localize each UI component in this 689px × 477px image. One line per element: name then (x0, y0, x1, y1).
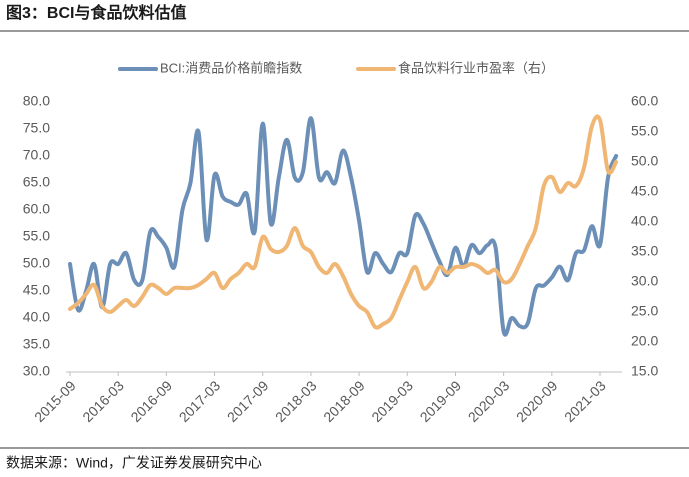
y2-tick-label: 20.0 (631, 333, 658, 349)
x-tick-label: 2019-03 (368, 377, 416, 425)
y-tick-label: 65.0 (23, 174, 50, 190)
y-tick-label: 80.0 (23, 93, 50, 109)
x-tick-label: 2018-09 (320, 377, 368, 425)
legend-label: 食品饮料行业市盈率（右） (398, 60, 554, 75)
chart-title: 图3：BCI与食品饮料估值 (6, 3, 186, 22)
x-tick-label: 2020-03 (465, 377, 513, 425)
x-tick-label: 2019-09 (417, 377, 465, 425)
y2-tick-label: 40.0 (631, 213, 658, 229)
x-tick-label: 2021-03 (561, 377, 609, 425)
source-note: 数据来源：Wind，广发证券发展研究中心 (6, 455, 262, 471)
x-tick-label: 2016-03 (79, 377, 127, 425)
x-tick-label: 2017-09 (224, 377, 272, 425)
y2-tick-label: 15.0 (631, 363, 658, 379)
y-tick-label: 35.0 (23, 336, 50, 352)
y-tick-label: 60.0 (23, 201, 50, 217)
y-tick-label: 30.0 (23, 363, 50, 379)
series-line (68, 116, 619, 337)
y-tick-label: 50.0 (23, 255, 50, 271)
y2-tick-label: 25.0 (631, 303, 658, 319)
x-tick-label: 2020-09 (513, 377, 561, 425)
x-tick-label: 2018-03 (272, 377, 320, 425)
series-line (68, 114, 619, 330)
y2-tick-label: 50.0 (631, 153, 658, 169)
y2-tick-label: 45.0 (631, 183, 658, 199)
y2-tick-label: 35.0 (631, 243, 658, 259)
x-tick-label: 2016-09 (127, 377, 175, 425)
y-tick-label: 45.0 (23, 282, 50, 298)
legend-label: BCI:消费品价格前瞻指数 (160, 60, 302, 75)
y-tick-label: 40.0 (23, 309, 50, 325)
y-tick-label: 70.0 (23, 147, 50, 163)
y2-tick-label: 30.0 (631, 273, 658, 289)
x-tick-label: 2015-09 (31, 377, 79, 425)
x-tick-label: 2017-03 (176, 377, 224, 425)
y2-tick-label: 55.0 (631, 123, 658, 139)
y2-tick-label: 60.0 (631, 93, 658, 109)
y-tick-label: 75.0 (23, 120, 50, 136)
y-tick-label: 55.0 (23, 228, 50, 244)
